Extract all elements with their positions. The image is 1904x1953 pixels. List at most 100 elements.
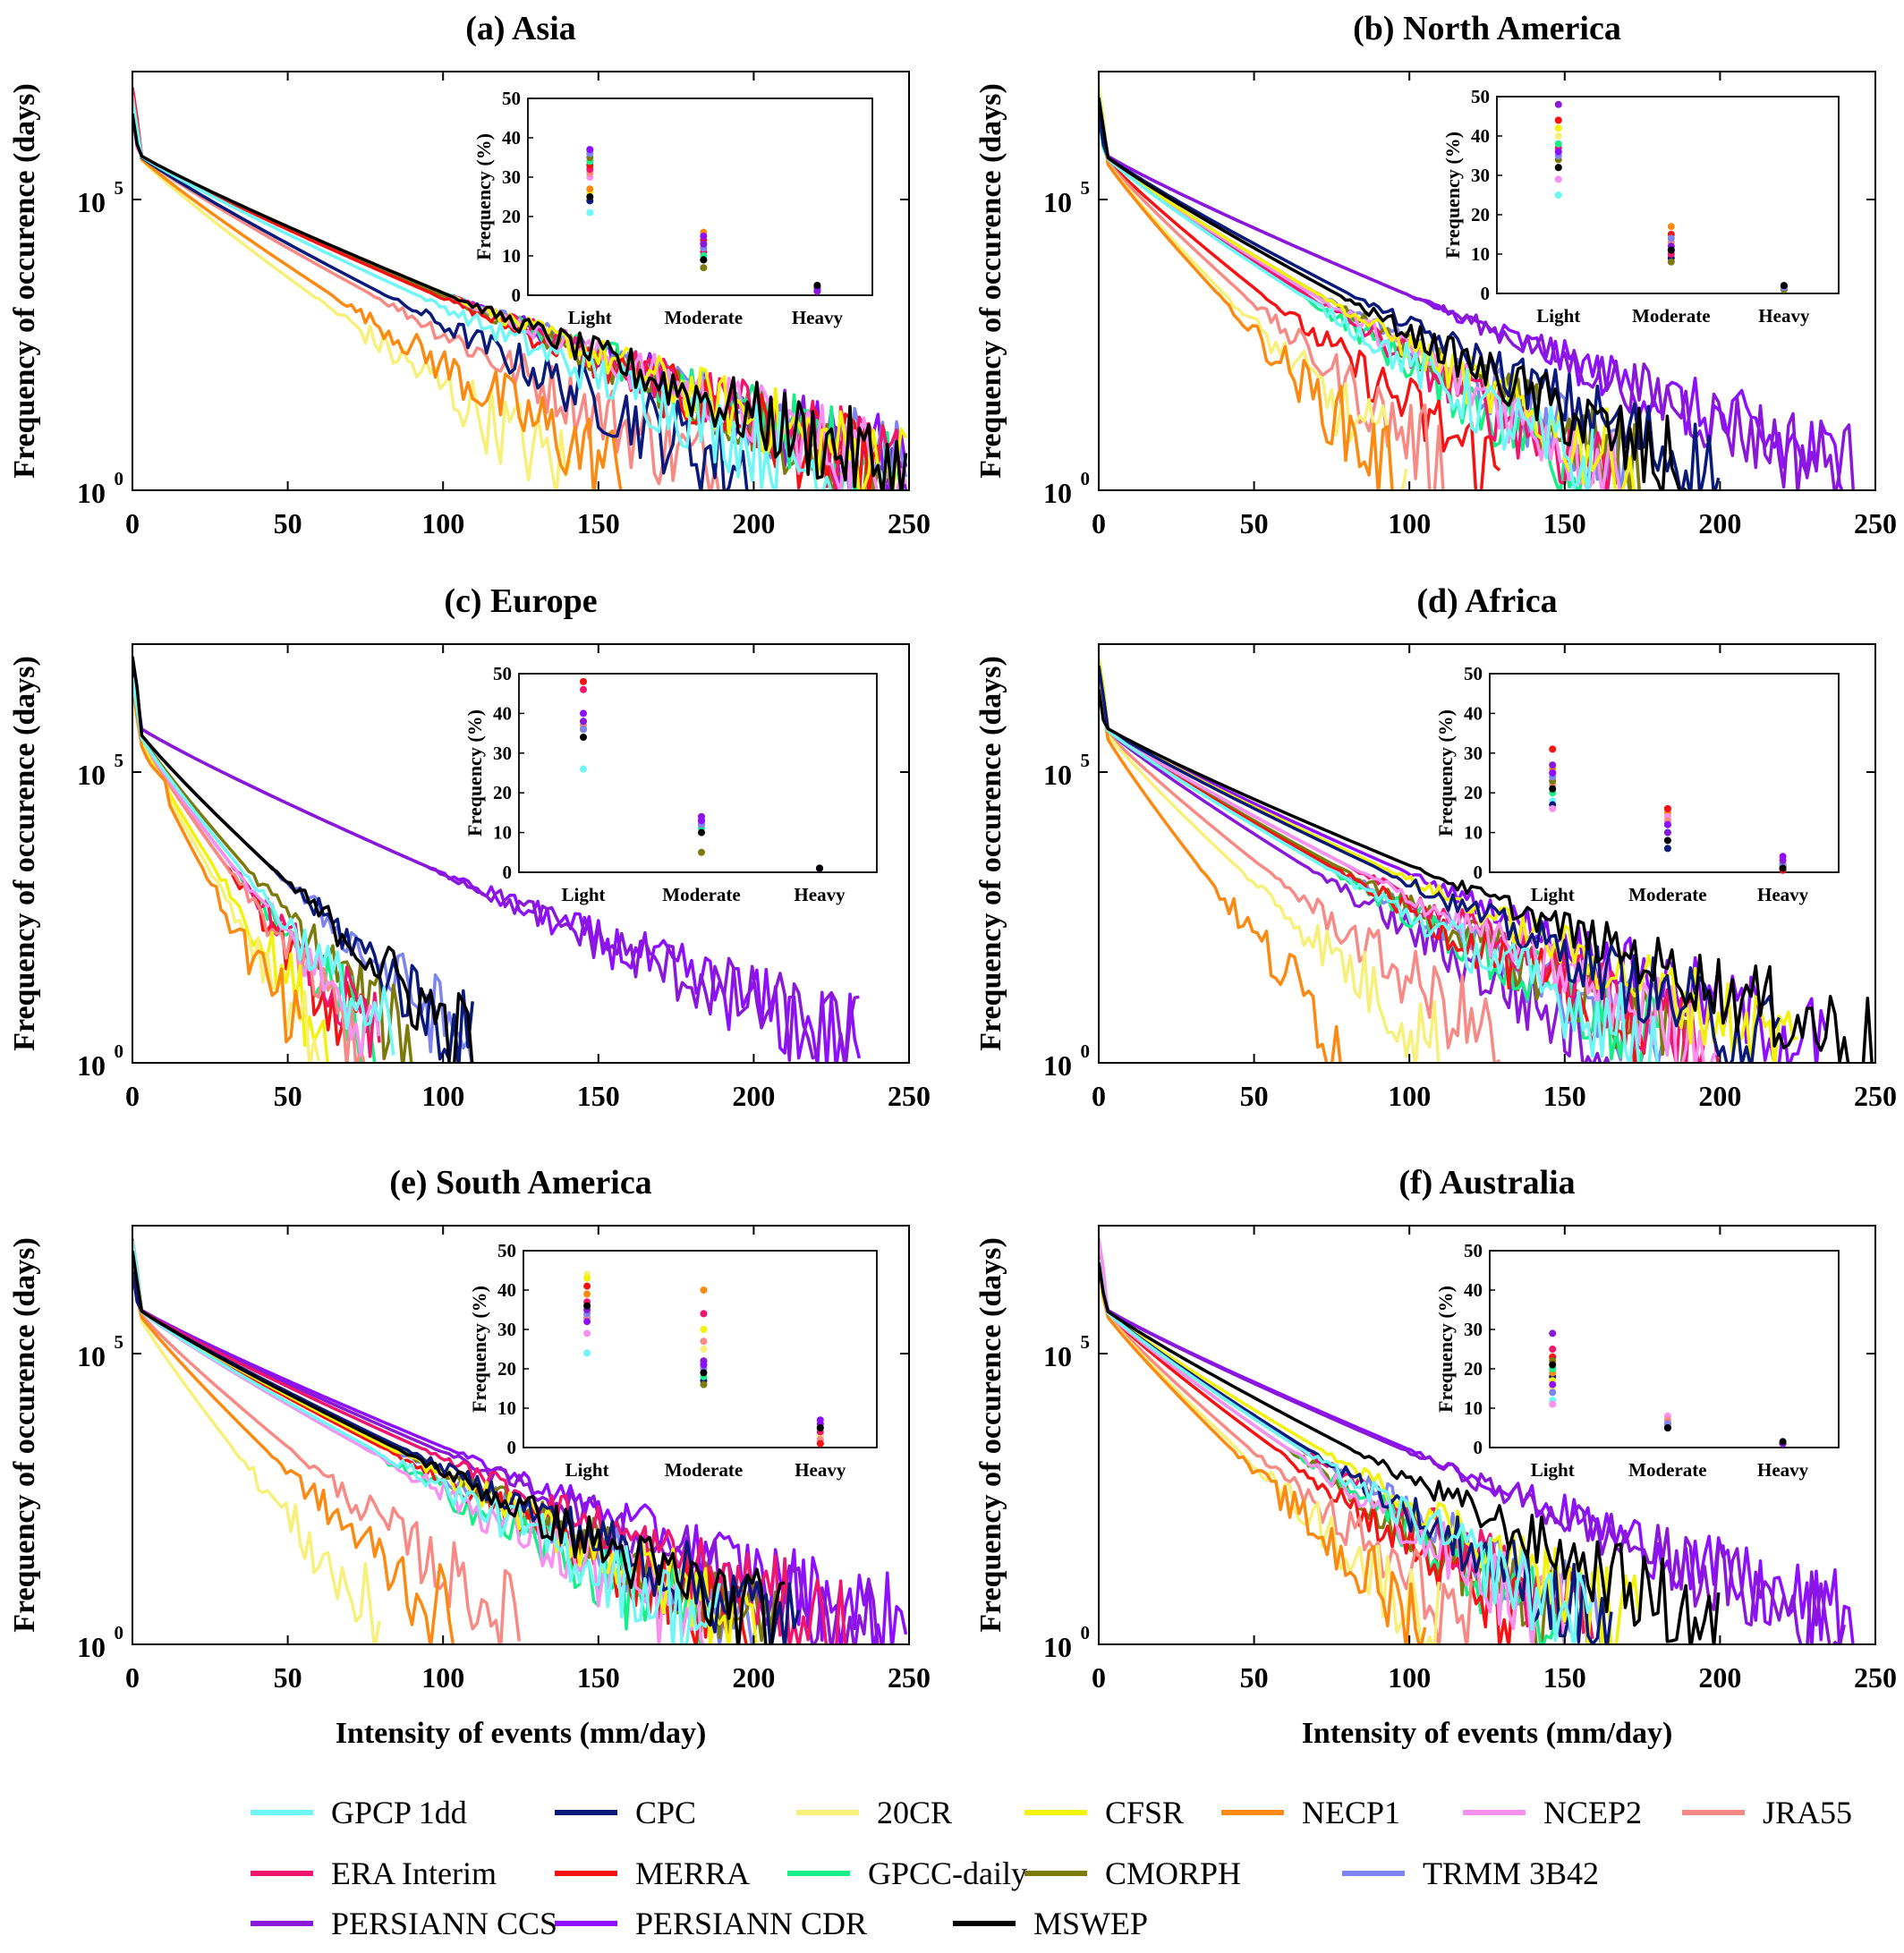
inset-category-label: Light [1531,884,1575,905]
inset-y-tick-label: 40 [502,127,521,149]
inset-point [816,864,823,872]
inset-point [698,848,705,856]
axes-frame [132,71,910,491]
inset-category-label: Moderate [665,1459,743,1481]
x-tick-label: 0 [125,1080,140,1112]
inset-point [1779,1438,1787,1446]
inset-y-tick-label: 20 [493,782,512,803]
y-tick-label: 10 [1043,1340,1072,1372]
series-line-14 [1099,689,1874,1063]
x-tick-label: 150 [577,1080,620,1112]
series-line-7 [132,1238,847,1644]
y-tick-label: 10 [77,1631,106,1663]
x-tick-label: 100 [1388,1080,1431,1112]
series-line-0 [132,1240,721,1644]
inset-category-label: Light [561,884,605,905]
series-group [1099,1237,1855,1644]
inset-point [1779,853,1787,861]
inset-category-label: Heavy [1757,1459,1809,1481]
y-tick-exponent: 5 [1081,177,1091,199]
inset-y-label: Frequency (%) [463,709,486,836]
series-line-0 [1099,689,1660,1063]
series-line-0 [132,98,833,490]
x-tick-label: 150 [1543,1080,1586,1112]
inset-category-label: Moderate [662,884,740,905]
inset-point [698,828,705,836]
y-tick-exponent: 5 [1081,1331,1091,1353]
y-axis-label: Frequency of occurence (days) [8,83,41,479]
x-tick-label: 250 [888,507,931,539]
inset-y-tick-label: 10 [1464,822,1483,844]
y-axis-label: Frequency of occurence (days) [974,1237,1007,1633]
series-group [132,656,862,1063]
inset-point [583,1290,591,1298]
inset-point [1554,100,1562,108]
inset-y-tick-label: 0 [507,1437,517,1458]
inset-frame [518,673,878,873]
inset-point [1549,769,1557,777]
inset-point [1780,282,1788,290]
inset-y-tick-label: 10 [493,822,512,844]
inset-y-label: Frequency (%) [1441,132,1464,259]
x-axis-label: Intensity of events (mm/day) [336,1717,707,1750]
inset-point [1554,116,1562,124]
series-line-12 [1099,658,1611,1063]
inset-point [1554,140,1562,148]
inset-y-tick-label: 0 [1474,1437,1483,1458]
series-line-6 [1099,658,1501,1063]
y-axis-label: Frequency of occurence (days) [8,1237,41,1633]
panel-title: (a) Asia [465,10,576,47]
inset-y-tick-label: 30 [1464,743,1483,764]
inset-point [586,208,594,217]
inset-y-tick-label: 10 [502,245,521,267]
legend-label: CPC [635,1795,696,1830]
inset-y-tick-label: 50 [497,1240,516,1261]
series-line-14 [132,1250,786,1644]
panel-title: (d) Africa [1416,582,1557,620]
inset-point [1667,234,1675,242]
inset-category-label: Light [1536,305,1580,327]
inset-point [583,1274,591,1282]
inset-frame [527,98,873,296]
series-line-4 [132,1267,455,1644]
series-line-4 [1099,99,1394,490]
inset-point [1549,1329,1557,1337]
inset-point [1554,164,1562,172]
inset-point [1667,258,1675,266]
legend-label: PERSIANN CCS [331,1906,557,1941]
x-tick-label: 250 [888,1080,931,1112]
series-line-6 [1099,102,1445,490]
x-tick-label: 100 [1388,1661,1431,1694]
inset-category-label: Heavy [1758,305,1810,327]
legend-label: PERSIANN CDR [635,1906,867,1941]
inset-point [1667,246,1675,254]
inset-point [580,677,587,685]
y-axis-label: Frequency of occurence (days) [974,656,1007,1051]
series-line-6 [132,1244,522,1644]
inset-point [1549,1388,1557,1397]
inset-y-label: Frequency (%) [1434,1286,1457,1413]
inset-y-label: Frequency (%) [468,1286,490,1413]
x-tick-label: 100 [421,1661,464,1694]
inset-category-label: Moderate [1628,1459,1706,1481]
x-tick-label: 150 [577,507,620,539]
x-tick-label: 150 [577,1661,620,1694]
inset-y-tick-label: 0 [1474,862,1483,883]
inset-point [816,1439,824,1448]
series-line-0 [1099,94,1594,490]
inset-category-label: Moderate [665,307,743,328]
inset-1: 0 10 20 30 40 50 Light Moderate Heavy Frequency (… [1441,86,1840,327]
series-line-5 [1099,1237,1567,1644]
panel-title: (e) South America [389,1164,651,1202]
inset-point [586,146,594,154]
axes-frame [132,1225,910,1645]
inset-y-tick-label: 10 [1471,243,1490,265]
inset-point [1554,148,1562,156]
inset-point [1663,1424,1671,1431]
inset-category-label: Heavy [792,307,844,328]
x-tick-label: 150 [1543,1661,1586,1694]
inset-point [700,256,708,264]
inset-y-tick-label: 20 [497,1358,516,1380]
inset-point [1663,836,1671,845]
